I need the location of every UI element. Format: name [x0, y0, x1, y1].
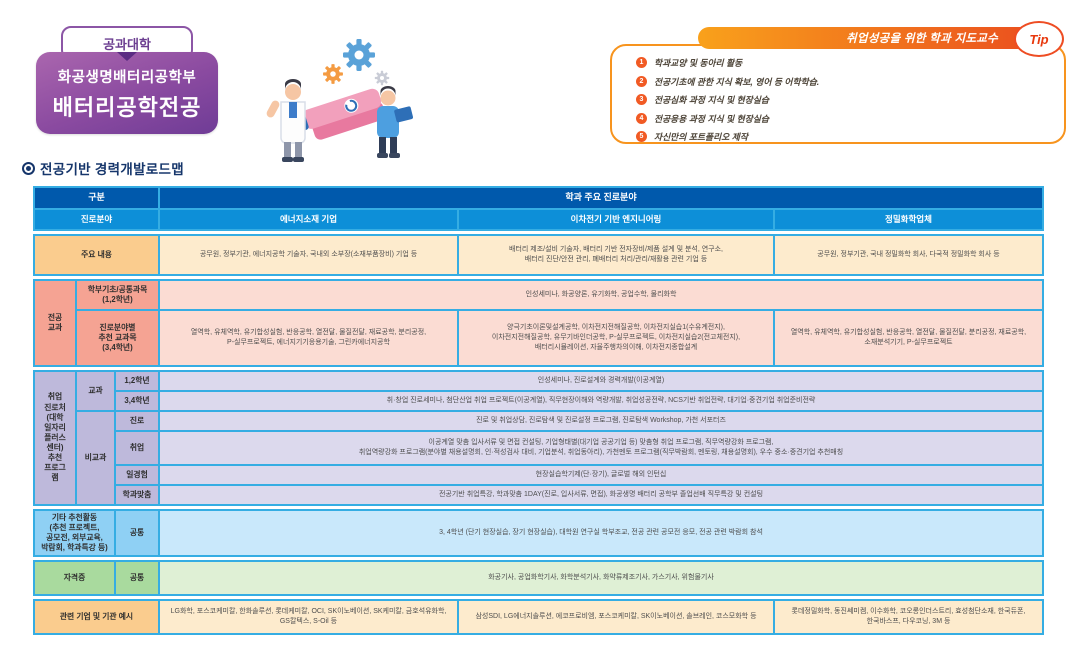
tip-item: 3 전공심화 과정 지식 및 현장실습: [636, 93, 1046, 106]
row-label-work-experience: 일경험: [116, 466, 158, 484]
other-activities-section: 기타 추천활동 (추천 프로젝트, 공모전, 외부교육, 박람회, 학과특강 등…: [33, 509, 1044, 557]
row-label-basic-courses: 학부기초/공통과목 (1,2학년): [77, 281, 158, 309]
license-content: 화공기사, 공업화학기사, 화학분석기사, 화약류제조기사, 가스기사, 위험물…: [160, 562, 1042, 594]
section-title-text: 전공기반 경력개발로드맵: [40, 162, 184, 177]
tip-badge: Tip: [1014, 21, 1064, 57]
main-content-col1: 공무원, 정부기관, 에너지공학 기술자, 국내외 소부장(소재부품장비) 기업…: [160, 236, 457, 274]
companies-col1: LG화학, 포스코케미칼, 한화솔루션, 롯데케미칼, OCI, SK이노베이션…: [160, 601, 457, 633]
tip-item-number: 2: [636, 75, 647, 87]
employment-job-content: 이공계열 맞춤 입사서류 및 면접 컨설팅, 기업형태별(대기업 공공기업 등)…: [160, 432, 1042, 464]
row-label-companies: 관련 기업 및 기관 예시: [35, 601, 158, 633]
employment-year12-content: 인성세미나, 진로설계와 경력개발(이공계열): [160, 372, 1042, 390]
department-badge: 공과대학 화공생명배터리공학부 배터리공학전공: [36, 26, 218, 134]
tip-item-number: 4: [636, 112, 647, 124]
sub-label-curricular: 교과: [77, 372, 114, 410]
tip-list: 1 학과교양 및 동아리 활동 2 전공기초에 관한 지식 확보, 영어 등 어…: [636, 56, 1046, 149]
tip-badge-label: Tip: [1029, 31, 1049, 47]
companies-col2: 삼성SDI, LG에너지솔루션, 에코프로비엠, 포스코케미칼, SK이노베이션…: [459, 601, 773, 633]
tip-item: 1 학과교양 및 동아리 활동: [636, 56, 1046, 69]
main-content-section: 주요 내용 공무원, 정부기관, 에너지공학 기술자, 국내외 소부장(소재부품…: [33, 234, 1044, 276]
employment-programs-section: 취업 진로처 (대학 일자리 플러스 센터) 추천 프로그램 교과 1,2학년 …: [33, 370, 1044, 506]
main-content-col3: 공무원, 정부기관, 국내 정밀화학 회사, 다국적 정밀화학 회사 등: [775, 236, 1042, 274]
college-tab-label: 공과대학: [103, 36, 151, 52]
tip-item-text: 자신만의 포트폴리오 제작: [654, 132, 748, 142]
gear-icon: [343, 39, 375, 71]
column-header-energy-materials: 에너지소재 기업: [160, 210, 457, 229]
tip-banner-title: 취업성공을 위한 학과 지도교수: [846, 33, 998, 45]
major-badge-box: 화공생명배터리공학부 배터리공학전공: [36, 52, 218, 134]
person-figure: [377, 86, 414, 158]
row-label-year12: 1,2학년: [116, 372, 158, 390]
tip-item-text: 학과교양 및 동아리 활동: [654, 58, 743, 68]
basic-courses-content: 인성세미나, 화공양론, 유기화학, 공업수학, 물리화학: [160, 281, 1042, 309]
companies-col3: 롯데정밀화학, 동진쎄미켐, 이수화학, 코오롱인더스트리, 효성첨단소재, 한…: [775, 601, 1042, 633]
illustration-people-battery: [255, 30, 425, 180]
tip-item-text: 전공응용 과정 지식 및 현장실습: [654, 113, 769, 124]
tip-item-text: 전공심화 과정 지식 및 현장실습: [654, 95, 769, 105]
employment-year34-content: 취·창업 진로세미나, 첨단산업 취업 프로젝트(이공계열), 직무현장이해와 …: [160, 392, 1042, 410]
row-label-recommended-courses: 진로분야별 추천 교과목 (3,4학년): [77, 311, 158, 365]
row-label-year34: 3,4학년: [116, 392, 158, 410]
employment-career-content: 진로 및 취업상담, 진로탐색 및 진로설정 프로그램, 진로탐색 Worksh…: [160, 412, 1042, 430]
header-main: 학과 주요 진로분야: [160, 188, 1042, 208]
department-name: 화공생명배터리공학부: [57, 70, 197, 86]
major-courses-section: 전공 교과 학부기초/공통과목 (1,2학년) 인성세미나, 화공양론, 유기화…: [33, 279, 1044, 367]
header-gubun: 구분: [35, 188, 158, 208]
recommended-courses-col2: 양극기초이론및설계공학, 이차전지전해질공학, 이차전지실습1(수유계전지), …: [459, 311, 773, 365]
illustration-svg: [266, 39, 414, 162]
tip-item-number: 5: [636, 131, 647, 142]
major-name: 배터리공학전공: [52, 95, 202, 120]
recommended-courses-col3: 열역학, 유체역학, 유기합성실험, 반응공학, 열전달, 물질전달, 분리공정…: [775, 311, 1042, 365]
tip-banner: 취업성공을 위한 학과 지도교수: [698, 27, 1046, 49]
table-header-section: 구분 학과 주요 진로분야 진로분야 에너지소재 기업 이차전기 기반 엔지니어…: [33, 186, 1044, 231]
gear-icon: [374, 70, 390, 86]
employment-dept-content: 전공기반 취업특강, 학과맞춤 1DAY(진로, 입사서류, 면접), 화공생명…: [160, 486, 1042, 504]
other-activities-common-label: 공통: [116, 511, 158, 555]
tip-item: 5 자신만의 포트폴리오 제작: [636, 130, 1046, 143]
gear-icon: [323, 64, 343, 84]
group-label-employment: 취업 진로처 (대학 일자리 플러스 센터) 추천 프로그램: [35, 372, 75, 504]
tip-box: [610, 44, 1066, 144]
row-label-main-content: 주요 내용: [35, 236, 158, 274]
header-career-field: 진로분야: [35, 210, 158, 229]
column-header-secondary-battery: 이차전기 기반 엔지니어링: [459, 210, 773, 229]
bullet-icon: [22, 161, 35, 175]
career-roadmap-table: 구분 학과 주요 진로분야 진로분야 에너지소재 기업 이차전기 기반 엔지니어…: [33, 186, 1044, 638]
tip-item-text: 전공기초에 관한 지식 확보, 영어 등 어학학습.: [654, 76, 820, 87]
column-header-fine-chemical: 정밀화학업체: [775, 210, 1042, 229]
main-content-col2: 배터리 제조/설비 기술자, 배터리 기반 전자장비/제품 설계 및 분석, 연…: [459, 236, 773, 274]
license-section: 자격증 공통 화공기사, 공업화학기사, 화학분석기사, 화약류제조기사, 가스…: [33, 560, 1044, 596]
person-figure: [266, 79, 306, 162]
row-label-career: 진로: [116, 412, 158, 430]
companies-section: 관련 기업 및 기관 예시 LG화학, 포스코케미칼, 한화솔루션, 롯데케미칼…: [33, 599, 1044, 635]
tip-item-number: 1: [636, 57, 647, 68]
tip-item-number: 3: [636, 94, 647, 105]
group-label-major-courses: 전공 교과: [35, 281, 75, 365]
other-activities-content: 3, 4학년 (단기 현장실습, 장기 현장실습), 대학원 연구실 학부조교,…: [160, 511, 1042, 555]
row-label-job: 취업: [116, 432, 158, 464]
recommended-courses-col1: 열역학, 유체역학, 유기합성실험, 반응공학, 열전달, 물질전달, 재료공학…: [160, 311, 457, 365]
badge-notch-icon: [117, 52, 137, 61]
row-label-license: 자격증: [35, 562, 114, 594]
tip-item: 4 전공응용 과정 지식 및 현장실습: [636, 112, 1046, 125]
row-label-other-activities: 기타 추천활동 (추천 프로젝트, 공모전, 외부교육, 박람회, 학과특강 등…: [35, 511, 114, 555]
section-title: 전공기반 경력개발로드맵: [22, 158, 184, 178]
employment-work-content: 현장실습학기제(단·장기), 글로벌 해외 인턴십: [160, 466, 1042, 484]
sub-label-extracurricular: 비교과: [77, 412, 114, 504]
tip-item: 2 전공기초에 관한 지식 확보, 영어 등 어학학습.: [636, 75, 1046, 88]
license-common-label: 공통: [116, 562, 158, 594]
row-label-dept-custom: 학과맞춤: [116, 486, 158, 504]
